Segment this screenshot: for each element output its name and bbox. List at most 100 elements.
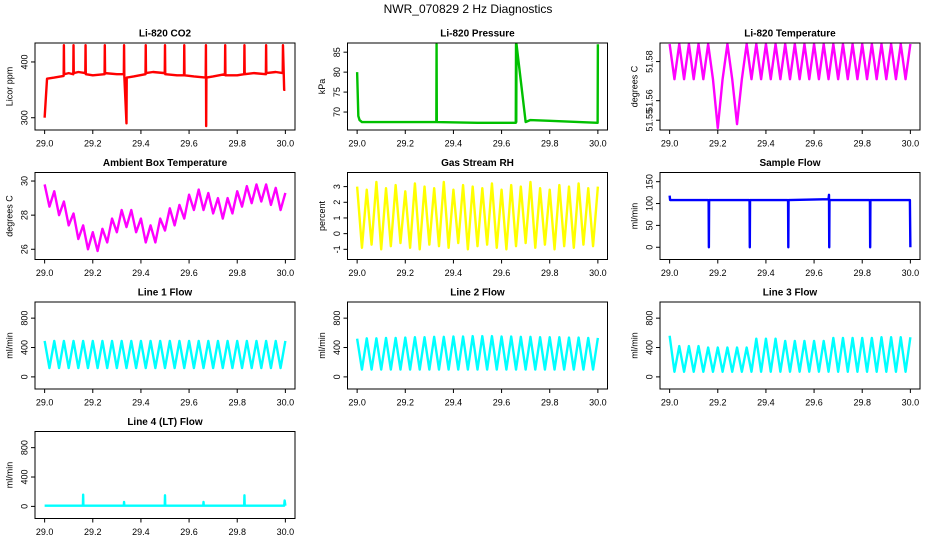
- data-line: [355, 334, 600, 371]
- y-tick-label: 80: [332, 67, 342, 77]
- x-tick-label: 29.6: [180, 397, 198, 407]
- y-tick-label: 85: [332, 47, 342, 57]
- panel-title: Ambient Box Temperature: [103, 158, 228, 169]
- x-tick-label: 30.0: [589, 397, 607, 407]
- x-tick-label: 29.4: [757, 138, 775, 148]
- x-tick-label: 29.2: [397, 138, 415, 148]
- x-tick-label: 30.0: [902, 268, 920, 278]
- x-tick-label: 29.2: [709, 268, 727, 278]
- data-line: [668, 335, 912, 373]
- y-tick-label: 800: [644, 311, 654, 326]
- y-axis-label: ml/min: [629, 203, 639, 230]
- x-tick-label: 29.2: [709, 397, 727, 407]
- y-tick-label: -1: [332, 245, 342, 253]
- x-tick-label: 29.2: [84, 527, 102, 537]
- y-tick-label: 0: [644, 245, 654, 250]
- y-tick-label: 0: [19, 504, 29, 509]
- x-tick-label: 30.0: [277, 268, 295, 278]
- y-tick-label: 400: [332, 340, 342, 355]
- x-tick-label: 29.0: [348, 138, 366, 148]
- y-tick-label: 0: [19, 374, 29, 379]
- y-tick-label: 26: [19, 244, 29, 254]
- y-tick-label: 28: [19, 210, 29, 220]
- x-tick-label: 29.0: [36, 138, 54, 148]
- figure-title: NWR_070829 2 Hz Diagnostics: [384, 2, 553, 16]
- y-tick-label: 100: [644, 196, 654, 211]
- y-tick-label: 1: [332, 215, 342, 220]
- x-tick-label: 29.8: [228, 527, 246, 537]
- y-axis-label: ml/min: [4, 462, 14, 489]
- x-tick-label: 29.8: [228, 268, 246, 278]
- panel-title: Sample Flow: [759, 158, 820, 169]
- x-tick-label: 29.0: [36, 527, 54, 537]
- data-line: [43, 183, 287, 253]
- plot-box: [34, 42, 296, 131]
- plot-box: [659, 172, 921, 260]
- x-tick-label: 29.2: [397, 397, 415, 407]
- y-tick-label: 51.56: [644, 89, 654, 112]
- y-axis-label: Licor ppm: [4, 67, 14, 107]
- y-axis-label: percent: [317, 200, 327, 231]
- y-tick-label: 400: [644, 340, 654, 355]
- plot-box: [34, 301, 296, 390]
- x-tick-label: 29.6: [493, 138, 511, 148]
- y-axis-label: ml/min: [317, 332, 327, 359]
- x-tick-label: 30.0: [277, 138, 295, 148]
- panel-title: Li-820 CO2: [139, 29, 192, 40]
- data-line: [355, 43, 600, 125]
- x-tick-label: 29.2: [84, 268, 102, 278]
- y-axis-label: kPa: [317, 79, 327, 95]
- panel-title: Li-820 Pressure: [440, 29, 515, 40]
- x-tick-label: 29.0: [36, 268, 54, 278]
- x-tick-label: 29.8: [541, 268, 559, 278]
- data-line: [668, 42, 912, 130]
- x-tick-label: 29.0: [661, 397, 679, 407]
- x-tick-label: 29.0: [36, 397, 54, 407]
- y-tick-label: 50: [644, 220, 654, 230]
- x-tick-label: 29.6: [805, 138, 823, 148]
- y-tick-label: 30: [19, 176, 29, 186]
- y-tick-label: 400: [19, 470, 29, 485]
- panel-title: Line 3 Flow: [763, 288, 818, 299]
- y-tick-label: 800: [19, 311, 29, 326]
- panel-title: Li-820 Temperature: [744, 29, 836, 40]
- x-tick-label: 29.8: [228, 138, 246, 148]
- panel-title: Line 4 (LT) Flow: [127, 417, 203, 428]
- x-tick-label: 29.4: [132, 138, 150, 148]
- x-tick-label: 29.2: [397, 268, 415, 278]
- plot-box: [34, 172, 296, 260]
- x-tick-label: 30.0: [589, 138, 607, 148]
- x-tick-label: 29.0: [661, 268, 679, 278]
- x-tick-label: 29.8: [541, 397, 559, 407]
- x-tick-label: 29.6: [493, 397, 511, 407]
- x-tick-label: 29.8: [228, 397, 246, 407]
- x-tick-label: 29.8: [853, 268, 871, 278]
- y-tick-label: 75: [332, 87, 342, 97]
- panel-title: Line 2 Flow: [450, 288, 505, 299]
- x-tick-label: 29.2: [709, 138, 727, 148]
- x-tick-label: 29.0: [348, 397, 366, 407]
- data-line: [355, 180, 600, 251]
- x-tick-label: 29.4: [132, 268, 150, 278]
- x-tick-label: 30.0: [589, 268, 607, 278]
- data-line: [668, 193, 912, 249]
- y-tick-label: 0: [332, 231, 342, 236]
- y-tick-label: 300: [19, 110, 29, 125]
- y-tick-label: 400: [19, 54, 29, 69]
- x-tick-label: 29.2: [84, 397, 102, 407]
- y-tick-label: 2: [332, 200, 342, 205]
- y-axis-label: degrees C: [629, 65, 639, 107]
- plot-box: [659, 42, 921, 131]
- plot-box: [34, 431, 296, 519]
- plot-box: [347, 301, 608, 390]
- x-tick-label: 29.6: [805, 397, 823, 407]
- x-tick-label: 29.8: [541, 138, 559, 148]
- plot-box: [347, 172, 608, 260]
- y-tick-label: 0: [644, 374, 654, 379]
- x-tick-label: 30.0: [902, 397, 920, 407]
- x-tick-label: 29.4: [445, 268, 463, 278]
- y-tick-label: 400: [19, 340, 29, 355]
- x-tick-label: 29.6: [180, 268, 198, 278]
- y-axis-label: degrees C: [4, 195, 14, 237]
